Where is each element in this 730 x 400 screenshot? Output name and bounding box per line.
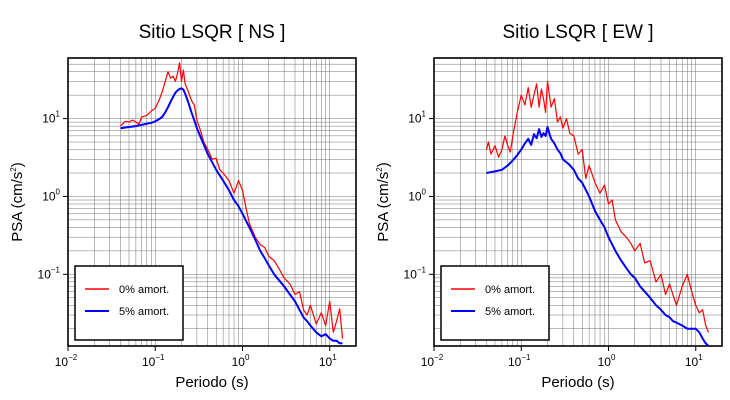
y-axis-label-ns: PSA (cm/s2) bbox=[9, 162, 26, 241]
legend-label-0pct: 0% amort. bbox=[119, 284, 169, 296]
plot-frame-ns bbox=[67, 57, 357, 347]
x-tick-label: 101 bbox=[319, 353, 337, 369]
x-tick-label: 10−2 bbox=[421, 353, 444, 369]
x-axis-label-ns: Periodo (s) bbox=[175, 374, 248, 391]
x-tick-label: 101 bbox=[685, 353, 703, 369]
legend-box bbox=[440, 265, 550, 341]
x-axis-label-ew: Periodo (s) bbox=[541, 374, 614, 391]
chart-title-ns: Sitio LSQR [ NS ] bbox=[139, 22, 286, 43]
series-line-5pct-ew bbox=[486, 126, 710, 347]
y-tick-label: 100 bbox=[408, 187, 426, 203]
y-axis-label-ew: PSA (cm/s2) bbox=[375, 162, 392, 241]
legend-label-5pct: 5% amort. bbox=[119, 306, 169, 318]
legend-ew: 0% amort. 5% amort. bbox=[440, 265, 550, 341]
x-tick-label: 10−1 bbox=[142, 353, 165, 369]
grid-ns bbox=[68, 58, 356, 346]
series-line-0pct-ns bbox=[120, 62, 344, 339]
x-tick-label: 100 bbox=[598, 353, 616, 369]
grid-ew bbox=[434, 58, 722, 346]
legend-box bbox=[74, 265, 184, 341]
chart-panel-ns: 10−2 10−1 100 101 10−1 100 101 Sitio LSQR [ NS … bbox=[9, 22, 357, 391]
plot-frame-ew bbox=[433, 57, 723, 347]
chart-panel-ew: 10−2 10−1 100 101 10−1 100 101 Sitio LSQR [ EW … bbox=[375, 22, 723, 391]
y-tick-label: 10−1 bbox=[38, 265, 61, 281]
x-tick-label: 100 bbox=[232, 353, 250, 369]
y-tick-label: 101 bbox=[42, 110, 60, 126]
series-line-0pct-ew bbox=[485, 80, 710, 333]
y-tick-label: 100 bbox=[42, 187, 60, 203]
x-tick-label: 10−1 bbox=[508, 353, 531, 369]
legend-label-5pct: 5% amort. bbox=[485, 306, 535, 318]
legend-label-0pct: 0% amort. bbox=[485, 284, 535, 296]
y-tick-label: 10−1 bbox=[404, 265, 427, 281]
chart-title-ew: Sitio LSQR [ EW ] bbox=[503, 22, 654, 43]
x-tick-label: 10−2 bbox=[55, 353, 78, 369]
y-tick-label: 101 bbox=[408, 110, 426, 126]
series-line-5pct-ns bbox=[120, 87, 343, 345]
legend-ns: 0% amort. 5% amort. bbox=[74, 265, 184, 341]
